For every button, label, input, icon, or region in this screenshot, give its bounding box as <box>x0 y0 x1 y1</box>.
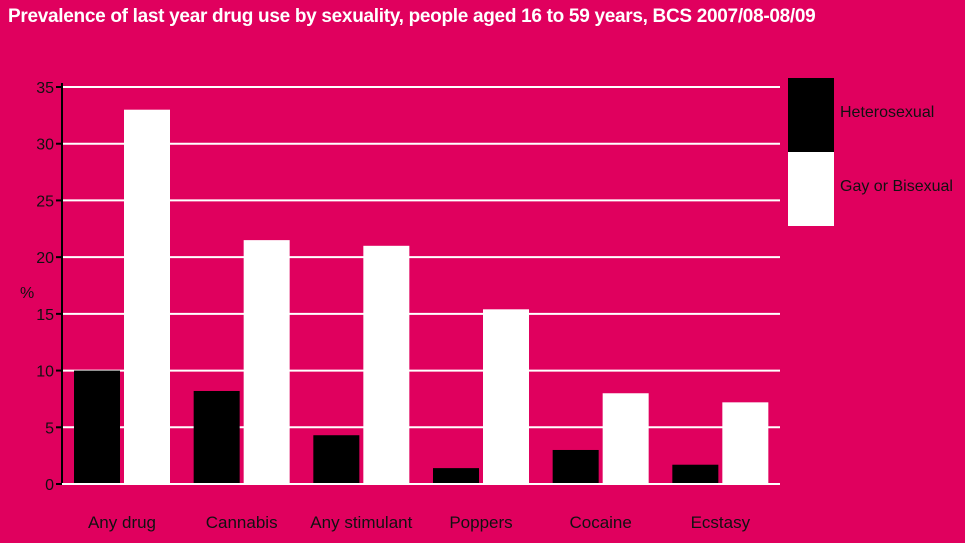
legend-label-gay-or-bisexual: Gay or Bisexual <box>840 178 953 195</box>
x-tick-labels: Any drug Cannabis Any stimulant Poppers Coca… <box>88 513 751 532</box>
bar-gay-or-bisexual-any-stimulant <box>363 245 410 484</box>
y-axis-label: % <box>20 285 34 302</box>
y-tick-label: 20 <box>36 250 54 267</box>
y-tick-label: 15 <box>36 307 54 324</box>
y-tick-label: 0 <box>45 477 54 494</box>
y-tick-label: 25 <box>36 193 54 210</box>
bar-heterosexual-cannabis <box>193 390 240 484</box>
legend-swatch-gay-or-bisexual <box>788 152 834 226</box>
bar-heterosexual-cocaine <box>552 449 599 484</box>
gridlines <box>62 86 780 429</box>
bar-gay-or-bisexual-ecstasy <box>722 402 769 484</box>
x-tick-label: Any stimulant <box>310 513 412 532</box>
bar-heterosexual-ecstasy <box>672 464 719 484</box>
bar-gay-or-bisexual-cocaine <box>602 393 649 484</box>
x-tick-label: Cannabis <box>206 513 278 532</box>
axes <box>56 83 780 485</box>
legend-label-heterosexual: Heterosexual <box>840 104 935 121</box>
legend-swatch-heterosexual <box>788 78 834 152</box>
y-tick-labels: 0 5 10 15 20 25 30 35 <box>36 80 54 494</box>
chart-title: Prevalence of last year drug use by sexu… <box>8 6 816 27</box>
x-tick-label: Ecstasy <box>691 513 751 532</box>
bar-gay-or-bisexual-poppers <box>483 309 529 484</box>
bar-heterosexual-poppers <box>433 468 479 484</box>
x-tick-label: Any drug <box>88 513 156 532</box>
y-tick-label: 30 <box>36 137 54 154</box>
bar-gay-or-bisexual-cannabis <box>243 240 290 484</box>
bar-gay-or-bisexual-any-drug <box>124 109 170 484</box>
x-tick-label: Poppers <box>449 513 512 532</box>
bar-heterosexual-any-drug <box>74 370 120 484</box>
y-tick-label: 10 <box>36 364 54 381</box>
y-tick-label: 5 <box>45 420 54 437</box>
x-tick-label: Cocaine <box>569 513 631 532</box>
legend: Heterosexual Gay or Bisexual <box>788 78 958 228</box>
bars <box>74 109 769 484</box>
bar-heterosexual-any-stimulant <box>313 435 360 484</box>
y-tick-label: 35 <box>36 80 54 97</box>
